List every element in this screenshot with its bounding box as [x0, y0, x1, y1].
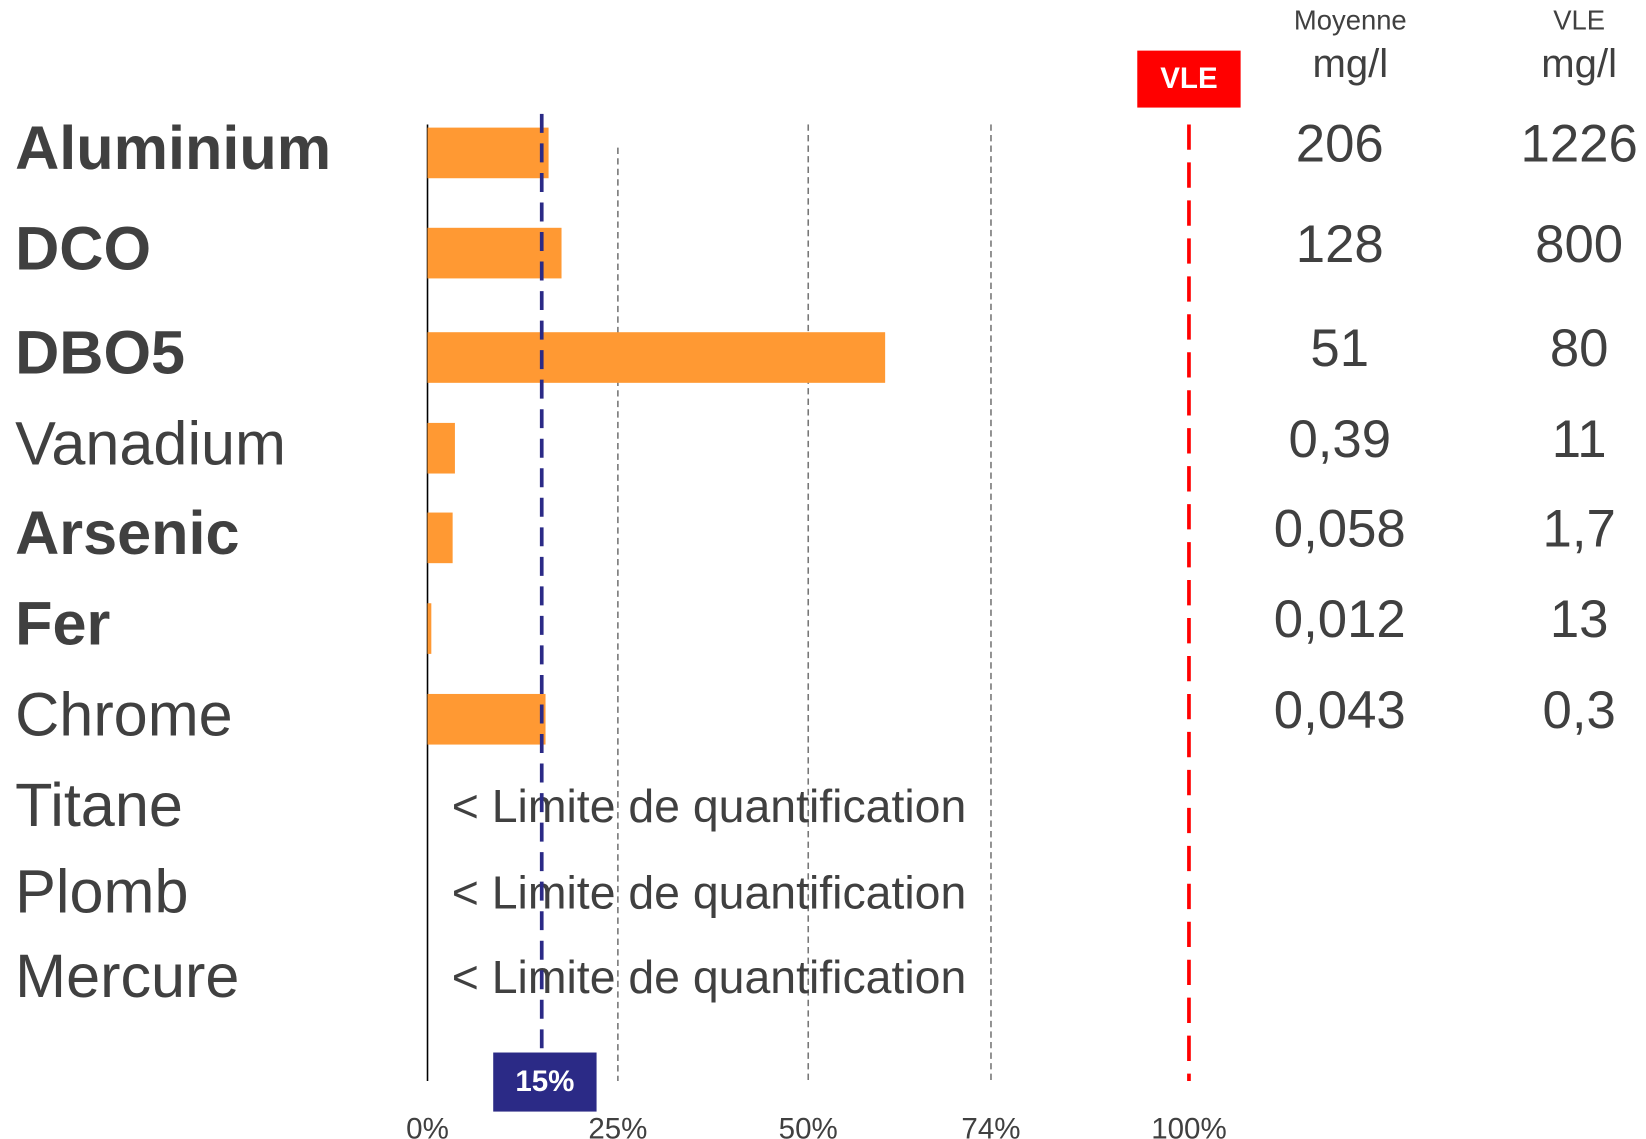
bar — [427, 512, 453, 564]
table-value: 0,3 — [1543, 681, 1616, 740]
bar-note: < Limite de quantification — [452, 780, 967, 832]
table-value: 13 — [1550, 590, 1609, 649]
bar — [427, 422, 455, 474]
table-value: 11 — [1552, 410, 1607, 469]
column-unit: mg/l — [1541, 42, 1617, 86]
category-label: Titane — [15, 771, 183, 839]
category-label: Arsenic — [15, 499, 239, 567]
column-title: VLE — [1553, 4, 1605, 35]
category-label: DCO — [15, 214, 151, 282]
table-value: 0,012 — [1274, 590, 1406, 649]
table-value: 206 — [1296, 115, 1384, 174]
bar — [427, 227, 562, 279]
column-unit: mg/l — [1312, 42, 1388, 86]
bar — [427, 332, 886, 383]
x-tick-label: 0% — [406, 1112, 449, 1139]
category-label: Aluminium — [15, 114, 331, 182]
x-tick-label: 25% — [588, 1112, 647, 1139]
bar — [427, 127, 549, 179]
x-tick-label: 50% — [779, 1112, 838, 1139]
category-label: Mercure — [15, 942, 239, 1010]
bar — [427, 693, 546, 745]
table-value: 0,043 — [1274, 681, 1406, 740]
table-value: 128 — [1296, 215, 1384, 274]
reference-badge — [1137, 50, 1241, 108]
bar-note: < Limite de quantification — [452, 867, 967, 919]
bar-note: < Limite de quantification — [452, 951, 967, 1003]
reference-label: 15% — [515, 1065, 574, 1098]
category-label: Vanadium — [15, 409, 286, 477]
category-label: DBO5 — [15, 319, 185, 387]
bar — [427, 603, 432, 654]
table-value: 51 — [1310, 319, 1369, 378]
table-value: 80 — [1550, 319, 1609, 378]
category-label: Plomb — [15, 858, 188, 926]
table-value: 1,7 — [1543, 500, 1616, 559]
x-tick-label: 74% — [961, 1112, 1020, 1139]
table-value: 800 — [1535, 215, 1623, 274]
reference-label: VLE — [1160, 62, 1217, 95]
category-label: Chrome — [15, 680, 233, 748]
table-value: 0,058 — [1274, 500, 1406, 559]
table-value: 1226 — [1521, 115, 1638, 174]
category-label: Fer — [15, 590, 110, 658]
table-value: 0,39 — [1288, 410, 1391, 469]
x-tick-label: 100% — [1151, 1112, 1226, 1139]
column-title: Moyenne — [1294, 4, 1407, 35]
reference-badge — [493, 1052, 597, 1112]
